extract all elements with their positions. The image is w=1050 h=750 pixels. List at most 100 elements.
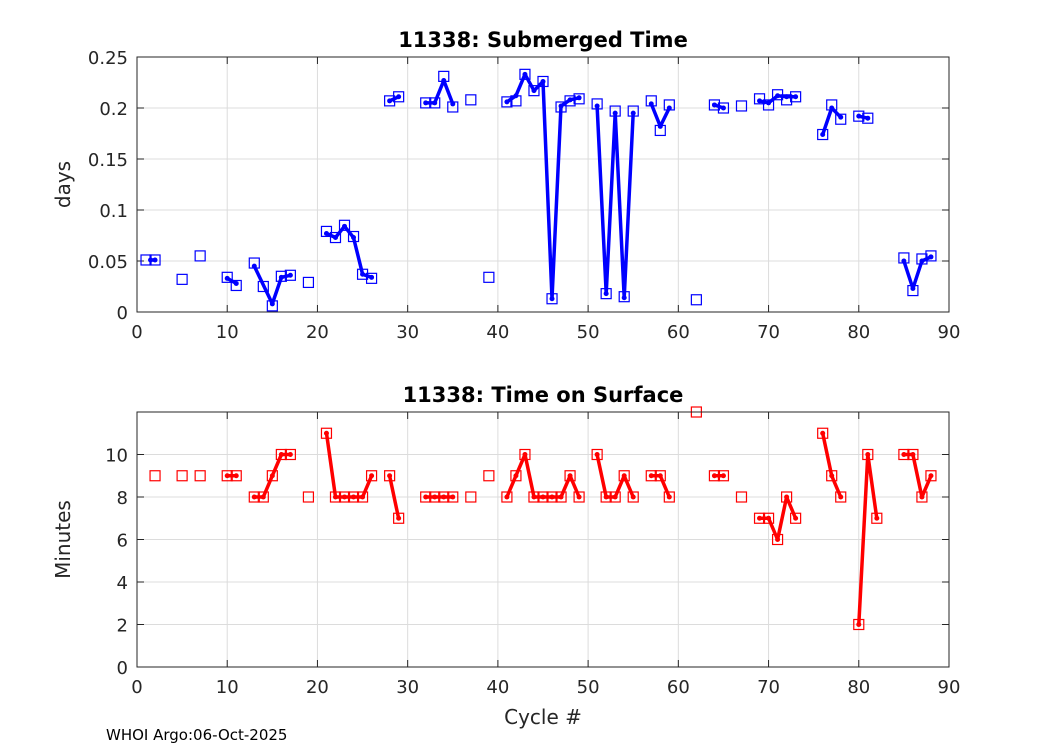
data-marker (609, 105, 621, 117)
y-tick-label: 0.2 (99, 99, 128, 120)
line-point (657, 123, 663, 129)
chart-1: 0 10 20 30 40 50 60 70 80 90 0 0.05 0.1 0.15 0.2 0.25 11… (51, 28, 960, 343)
y-tick-label: 2 (117, 616, 128, 637)
data-marker (771, 533, 784, 546)
line-point (838, 114, 844, 120)
data-marker (817, 427, 829, 439)
line-point (360, 271, 366, 277)
x-tick-label: 30 (396, 322, 419, 343)
line-point (278, 274, 284, 280)
footer-text: WHOI Argo:06-Oct-2025 (106, 726, 288, 744)
data-marker (907, 448, 919, 461)
data-marker (537, 75, 549, 88)
line-point (928, 254, 934, 260)
data-marker (284, 269, 296, 281)
line-point (260, 494, 266, 500)
data-marker (429, 491, 441, 503)
data-marker (420, 491, 432, 503)
line-point (567, 97, 573, 103)
line-point (432, 100, 438, 106)
data-marker (257, 280, 269, 293)
line-point (450, 494, 456, 500)
data-marker (320, 427, 333, 439)
line-point (793, 515, 799, 521)
line-point (793, 94, 799, 100)
data-marker (925, 250, 937, 262)
line-point (775, 537, 781, 542)
data-marker (835, 113, 847, 125)
data-marker (338, 219, 351, 231)
data-marker (835, 491, 847, 503)
data-marker (302, 276, 315, 289)
line-point (829, 473, 835, 479)
data-marker (528, 85, 540, 97)
line-point (621, 295, 627, 301)
data-marker (528, 491, 540, 503)
series-line (387, 474, 401, 521)
x-tick-label: 0 (131, 677, 142, 698)
data-marker (420, 97, 432, 109)
data-marker (600, 288, 612, 300)
data-marker (384, 470, 396, 482)
data-marker (627, 105, 639, 117)
line-point (558, 103, 564, 109)
data-marker (925, 470, 937, 482)
data-marker (591, 98, 603, 110)
x-tick-label: 10 (216, 322, 239, 343)
line-point (594, 103, 600, 109)
line-point (784, 494, 790, 500)
line-point (251, 263, 257, 269)
data-marker (194, 470, 206, 482)
x-tick-label: 90 (938, 677, 961, 698)
line-point (901, 452, 907, 457)
data-marker (393, 512, 405, 524)
x-tick-label: 30 (396, 677, 419, 698)
line-point (441, 494, 447, 500)
line-point (766, 515, 772, 521)
data-marker (645, 95, 657, 107)
data-marker (780, 94, 793, 106)
data-marker (302, 491, 315, 503)
data-marker (546, 293, 558, 305)
data-marker (871, 512, 883, 524)
data-marker (663, 99, 675, 111)
data-marker (916, 253, 928, 265)
data-marker (618, 470, 630, 482)
line-point (657, 473, 663, 479)
line-point (323, 230, 329, 236)
data-marker (708, 470, 721, 482)
x-tick-label: 60 (667, 677, 690, 698)
line-point (711, 102, 717, 108)
line-point (396, 515, 402, 521)
data-marker (645, 470, 657, 482)
line-point (251, 494, 257, 500)
data-marker (564, 470, 576, 482)
line-point (540, 494, 546, 500)
line-point (224, 275, 230, 281)
data-marker (248, 491, 260, 503)
line-point (757, 98, 763, 104)
data-marker (717, 102, 730, 114)
data-marker (555, 101, 567, 113)
line-point (838, 494, 844, 500)
data-marker (347, 230, 360, 243)
data-marker (465, 94, 477, 106)
data-marker (510, 95, 522, 107)
data-marker (266, 300, 278, 312)
line-point (829, 105, 835, 111)
line-point (711, 473, 717, 479)
line-point (910, 452, 916, 457)
line-point (820, 132, 826, 138)
data-marker (862, 112, 874, 124)
line-point (351, 235, 357, 241)
data-marker (275, 270, 287, 282)
data-marker (826, 470, 838, 482)
data-marker (384, 95, 396, 107)
line-point (856, 622, 862, 627)
data-marker (609, 491, 621, 503)
x-tick-label: 10 (216, 677, 239, 698)
y-tick-label: 4 (117, 573, 128, 594)
line-point (360, 494, 366, 500)
x-tick-label: 90 (938, 322, 961, 343)
